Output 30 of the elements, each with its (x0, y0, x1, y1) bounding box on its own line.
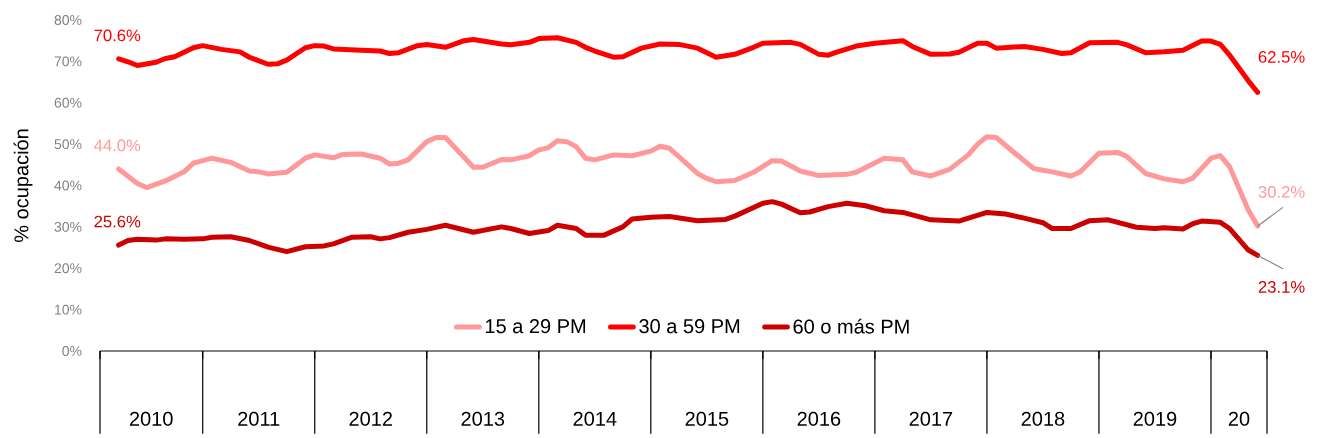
x-tick-label: 2013 (461, 411, 505, 426)
legend-label: 30 a 59 PM (639, 319, 740, 334)
y-tick-label: 40% (54, 180, 82, 191)
y-tick-label: 70% (54, 56, 82, 67)
legend-label: 60 o más PM (793, 318, 909, 334)
y-tick-label: 80% (54, 15, 82, 25)
legend-label: 15 a 29 PM (485, 319, 586, 334)
x-tick-label: 2018 (1021, 411, 1065, 426)
y-tick-label: 30% (54, 221, 82, 232)
annotation: 23.1% (1258, 281, 1305, 293)
y-tick-label: 60% (54, 97, 82, 108)
annotation: 25.6% (94, 215, 141, 228)
annotation: 44.0% (93, 139, 141, 152)
annotation: 70.6% (94, 29, 141, 42)
x-tick-label: 2019 (1133, 411, 1177, 426)
x-tick-label: 2010 (129, 411, 173, 426)
x-tick-label: 2016 (797, 411, 841, 426)
y-axis-title: % ocupación (13, 129, 33, 243)
x-tick-label: 2014 (573, 411, 617, 426)
annotation: 30.2% (1258, 185, 1305, 198)
y-tick-label: 50% (54, 139, 82, 150)
x-tick-label: 2017 (909, 411, 953, 426)
y-tick-label: 10% (55, 304, 82, 315)
x-tick-label: 20 (1228, 411, 1250, 426)
x-tick-label: 2012 (349, 411, 392, 426)
annotation: 62.5% (1258, 51, 1305, 63)
x-tick-label: 2015 (685, 411, 729, 426)
y-tick-label: 0% (62, 346, 82, 356)
y-tick-label: 20% (54, 263, 82, 274)
x-tick-label: 2011 (238, 411, 280, 426)
